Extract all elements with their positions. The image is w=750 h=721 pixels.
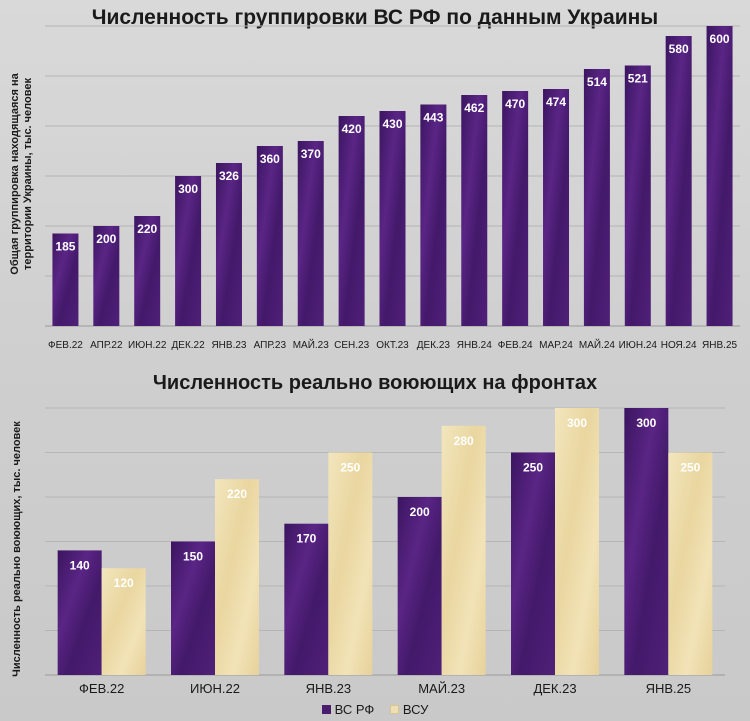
bar (338, 116, 365, 326)
bar (583, 69, 610, 326)
x-tick-label: МАР.24 (539, 340, 573, 351)
data-label: 360 (260, 152, 280, 166)
data-label: 250 (523, 461, 543, 475)
legend-label: ВС РФ (334, 702, 375, 717)
x-tick-label: АПР.22 (90, 340, 123, 351)
x-tick-label: НОЯ.24 (661, 340, 697, 351)
bar (171, 541, 215, 675)
data-label: 300 (178, 182, 198, 196)
data-label: 370 (301, 147, 321, 161)
bar (101, 568, 146, 675)
bar (215, 163, 242, 326)
data-label: 185 (55, 240, 75, 254)
data-label: 200 (410, 505, 430, 519)
data-label: 170 (296, 532, 316, 546)
x-tick-label: МАЙ.23 (293, 338, 330, 351)
data-label: 140 (70, 558, 90, 572)
x-tick-label: ЯНВ.24 (457, 340, 492, 351)
data-label: 250 (340, 461, 360, 475)
x-tick-label: ФЕВ.24 (498, 340, 533, 351)
bar (397, 497, 442, 675)
data-label: 220 (137, 222, 157, 236)
data-label: 580 (669, 42, 689, 56)
bar (706, 26, 733, 326)
x-tick-label: ЯНВ.23 (306, 681, 352, 696)
bar (543, 89, 570, 326)
x-tick-label: МАЙ.23 (418, 681, 465, 696)
data-label: 200 (96, 232, 116, 246)
x-tick-label: ИЮН.22 (128, 340, 167, 351)
data-label: 326 (219, 169, 239, 183)
bar (624, 408, 669, 675)
bar (511, 452, 555, 675)
data-label: 474 (546, 95, 566, 109)
legend-swatch (389, 705, 399, 714)
data-label: 470 (505, 97, 525, 111)
chart-title: Численность группировки ВС РФ по данным … (91, 6, 659, 29)
data-label: 300 (567, 416, 587, 430)
x-tick-label: СЕН.23 (334, 340, 369, 351)
data-label: 150 (183, 550, 203, 564)
data-label: 462 (464, 101, 484, 115)
bar (668, 452, 713, 675)
bar (175, 176, 202, 326)
bar (441, 425, 486, 675)
bar (284, 523, 329, 675)
bar (134, 216, 161, 326)
legend-label: ВСУ (402, 702, 429, 717)
chart-bottom-plot: 140 120 ФЕВ.22 150 220 ИЮН.22 170 250 ЯНВ.23 200 2… (45, 407, 725, 696)
legend-swatch (321, 705, 331, 714)
bar (420, 104, 447, 326)
x-tick-label: МАЙ.24 (579, 338, 616, 351)
x-tick-label: ЯНВ.23 (211, 340, 246, 351)
x-tick-label: ОКТ.23 (376, 340, 409, 351)
x-tick-label: ДЕК.22 (172, 340, 206, 351)
x-tick-label: ФЕВ.22 (79, 681, 124, 696)
x-tick-label: ЯНВ.25 (702, 340, 737, 351)
data-label: 430 (382, 117, 402, 131)
bar (502, 91, 529, 326)
bar (215, 479, 259, 675)
data-label: 280 (454, 434, 474, 448)
x-tick-label: АПР.23 (254, 340, 287, 351)
bar (665, 36, 692, 326)
data-label: 220 (227, 487, 247, 501)
chart-bottom: Численность реально воюющих на фронтах Ч… (0, 360, 750, 721)
data-label: 600 (710, 32, 730, 46)
chart-top: Численность группировки ВС РФ по данным … (0, 0, 750, 356)
chart-title: Численность реально воюющих на фронтах (152, 372, 598, 394)
data-label: 300 (636, 416, 656, 430)
bar (52, 233, 79, 326)
bar (297, 141, 324, 326)
x-tick-label: ЯНВ.25 (646, 681, 692, 696)
bar (328, 452, 373, 675)
x-tick-label: ИЮН.24 (619, 340, 658, 351)
x-tick-label: ДЕК.23 (417, 340, 451, 351)
bar (57, 550, 102, 675)
bar (256, 146, 283, 326)
chart-top-plot: 185 ФЕВ.22 200 АПР.22 220 ИЮН.22 300 ДЕК.22 326 Я… (45, 25, 740, 351)
x-tick-label: ДЕК.23 (533, 681, 576, 696)
legend: ВС РФ ВСУ (0, 702, 750, 717)
bar (555, 408, 599, 675)
legend-item-ua: ВСУ (389, 702, 429, 717)
bar (379, 111, 406, 326)
bar (461, 95, 488, 326)
data-label: 514 (587, 75, 607, 89)
data-label: 420 (342, 122, 362, 136)
legend-item-ru: ВС РФ (321, 702, 375, 717)
bar (93, 226, 120, 326)
data-label: 443 (423, 111, 443, 125)
data-label: 521 (628, 72, 648, 86)
bar (624, 65, 651, 326)
x-tick-label: ИЮН.22 (190, 681, 240, 696)
x-tick-label: ФЕВ.22 (48, 340, 83, 351)
data-label: 250 (680, 461, 700, 475)
data-label: 120 (114, 576, 134, 590)
